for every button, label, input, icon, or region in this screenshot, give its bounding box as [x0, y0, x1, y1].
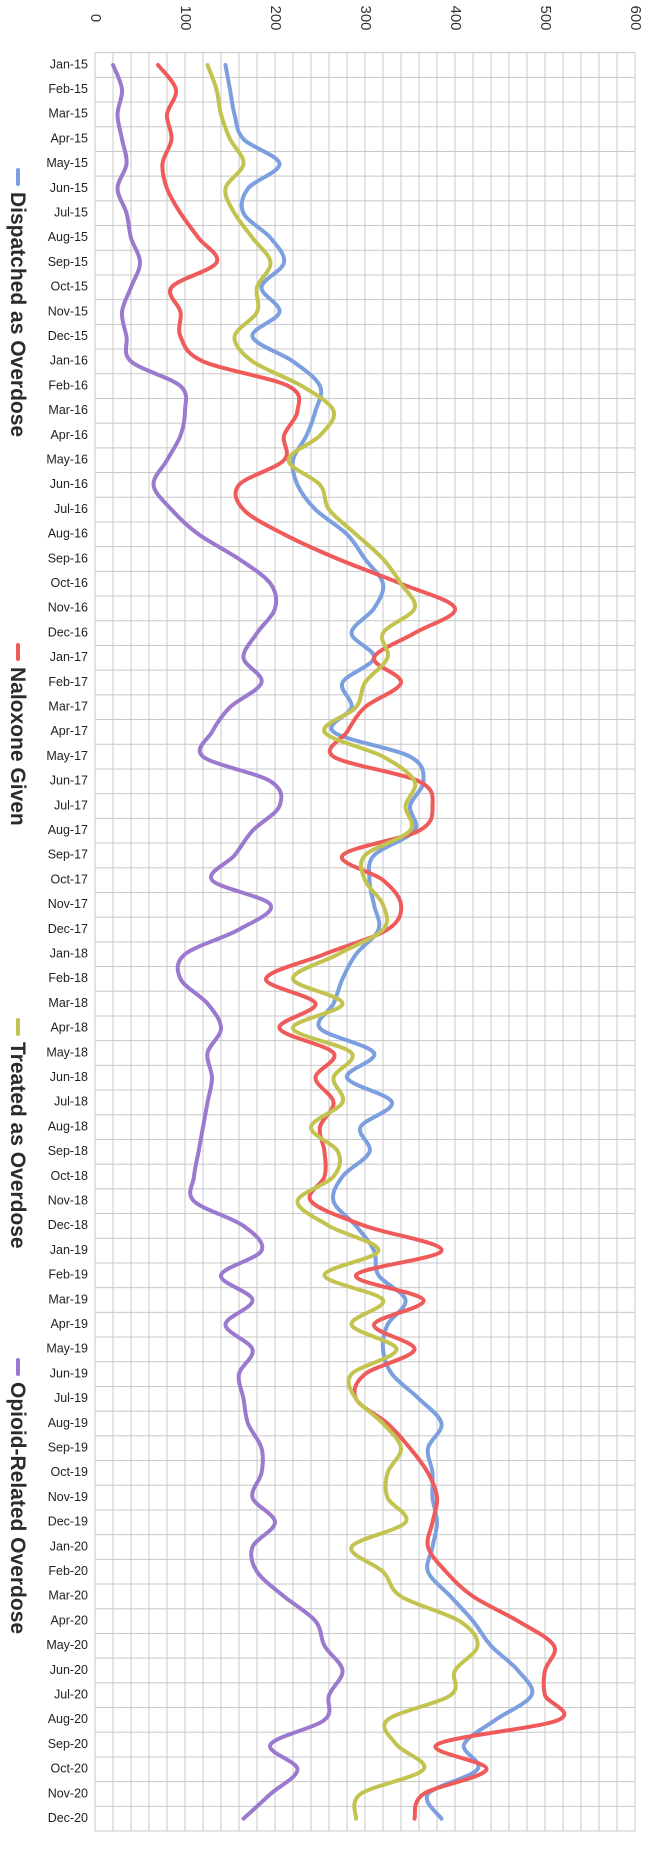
month-label: Jun-20 [50, 1663, 88, 1677]
legend-label-naloxone-given: Naloxone Given [6, 667, 29, 826]
month-label: Jan-20 [50, 1539, 88, 1553]
month-label: Jan-19 [50, 1243, 88, 1257]
month-label: May-15 [46, 156, 88, 170]
month-label: Sep-15 [48, 255, 88, 269]
value-tick-label: 400 [447, 5, 464, 30]
month-label: Oct-17 [50, 872, 88, 886]
month-label: Nov-19 [48, 1490, 88, 1504]
month-label: Sep-18 [48, 1144, 88, 1158]
month-label: Aug-17 [48, 823, 88, 837]
month-label: Jan-15 [50, 57, 88, 71]
month-label: Feb-19 [48, 1268, 88, 1282]
month-label: Jul-20 [54, 1687, 88, 1701]
legend-label-treated-as-overdose: Treated as Overdose [6, 1042, 29, 1249]
month-label: Apr-17 [50, 724, 88, 738]
month-label: Oct-16 [50, 576, 88, 590]
month-label: Sep-16 [48, 551, 88, 565]
month-label: Jun-18 [50, 1070, 88, 1084]
month-label: Jun-16 [50, 477, 88, 491]
series-line-treated-as-overdose [205, 63, 480, 1821]
month-label: Sep-19 [48, 1440, 88, 1454]
value-tick-label: 200 [267, 5, 284, 30]
value-axis: 0 100 200 300 400 500 600 [87, 5, 644, 30]
month-label: Feb-15 [48, 82, 88, 96]
month-axis: Jan-15 Feb-15 Mar-15 Apr-15 May-15 Jun-15 Jul-… [46, 57, 88, 1825]
value-tick-label: 300 [357, 5, 374, 30]
month-label: Oct-20 [50, 1762, 88, 1776]
month-label: Sep-20 [48, 1737, 88, 1751]
month-label: Sep-17 [48, 848, 88, 862]
month-label: Nov-20 [48, 1786, 88, 1800]
month-label: Feb-20 [48, 1564, 88, 1578]
month-label: Feb-18 [48, 971, 88, 985]
month-label: Apr-16 [50, 428, 88, 442]
legend-label-opioid-related-overdose: Opioid-Related Overdose [6, 1382, 29, 1634]
month-label: Mar-16 [48, 403, 88, 417]
month-label: Dec-17 [48, 922, 88, 936]
month-label: Jan-17 [50, 650, 88, 664]
month-label: May-20 [46, 1638, 88, 1652]
month-label: Aug-19 [48, 1416, 88, 1430]
month-label: Mar-17 [48, 699, 88, 713]
month-label: Mar-20 [48, 1589, 88, 1603]
month-label: Nov-18 [48, 1193, 88, 1207]
series-line-naloxone-given [156, 63, 567, 1821]
month-label: Nov-15 [48, 304, 88, 318]
value-tick-label: 600 [627, 5, 644, 30]
month-label: Nov-17 [48, 897, 88, 911]
month-label: Mar-15 [48, 107, 88, 121]
month-label: Dec-19 [48, 1515, 88, 1529]
month-label: Jul-19 [54, 1391, 88, 1405]
month-label: Oct-18 [50, 1169, 88, 1183]
month-label: May-18 [46, 1045, 88, 1059]
month-label: May-16 [46, 452, 88, 466]
month-label: Dec-20 [48, 1811, 88, 1825]
chart-gridlines [94, 52, 636, 1832]
month-label: Aug-15 [48, 230, 88, 244]
month-label: Apr-15 [50, 131, 88, 145]
month-label: Jun-19 [50, 1366, 88, 1380]
month-label: Jun-15 [50, 181, 88, 195]
month-label: Jun-17 [50, 774, 88, 788]
legend-label-dispatched-as-overdose: Dispatched as Overdose [6, 192, 29, 437]
month-label: Mar-19 [48, 1292, 88, 1306]
month-label: Jul-15 [54, 205, 88, 219]
month-label: Jan-16 [50, 354, 88, 368]
month-label: Dec-15 [48, 329, 88, 343]
month-label: Aug-18 [48, 1119, 88, 1133]
month-label: Feb-17 [48, 675, 88, 689]
month-label: Nov-16 [48, 601, 88, 615]
month-label: Aug-20 [48, 1712, 88, 1726]
month-label: Jan-18 [50, 946, 88, 960]
month-label: Oct-19 [50, 1465, 88, 1479]
month-label: May-17 [46, 749, 88, 763]
month-label: Jul-18 [54, 1095, 88, 1109]
month-label: Feb-16 [48, 378, 88, 392]
chart-legend: Dispatched as Overdose Naloxone Given Trea… [6, 168, 29, 1634]
month-label: Jul-16 [54, 502, 88, 516]
month-label: Jul-17 [54, 798, 88, 812]
month-label: Apr-18 [50, 1021, 88, 1035]
value-tick-label: 100 [177, 5, 194, 30]
value-tick-label: 500 [537, 5, 554, 30]
month-label: Dec-18 [48, 1218, 88, 1232]
month-label: May-19 [46, 1342, 88, 1356]
month-label: Apr-19 [50, 1317, 88, 1331]
chart-series-layer [111, 63, 567, 1821]
month-label: Mar-18 [48, 996, 88, 1010]
series-line-opioid-related-overdose [111, 63, 345, 1821]
month-label: Oct-15 [50, 280, 88, 294]
month-label: Apr-20 [50, 1613, 88, 1627]
month-label: Aug-16 [48, 527, 88, 541]
value-tick-label: 0 [87, 14, 104, 22]
month-label: Dec-16 [48, 625, 88, 639]
